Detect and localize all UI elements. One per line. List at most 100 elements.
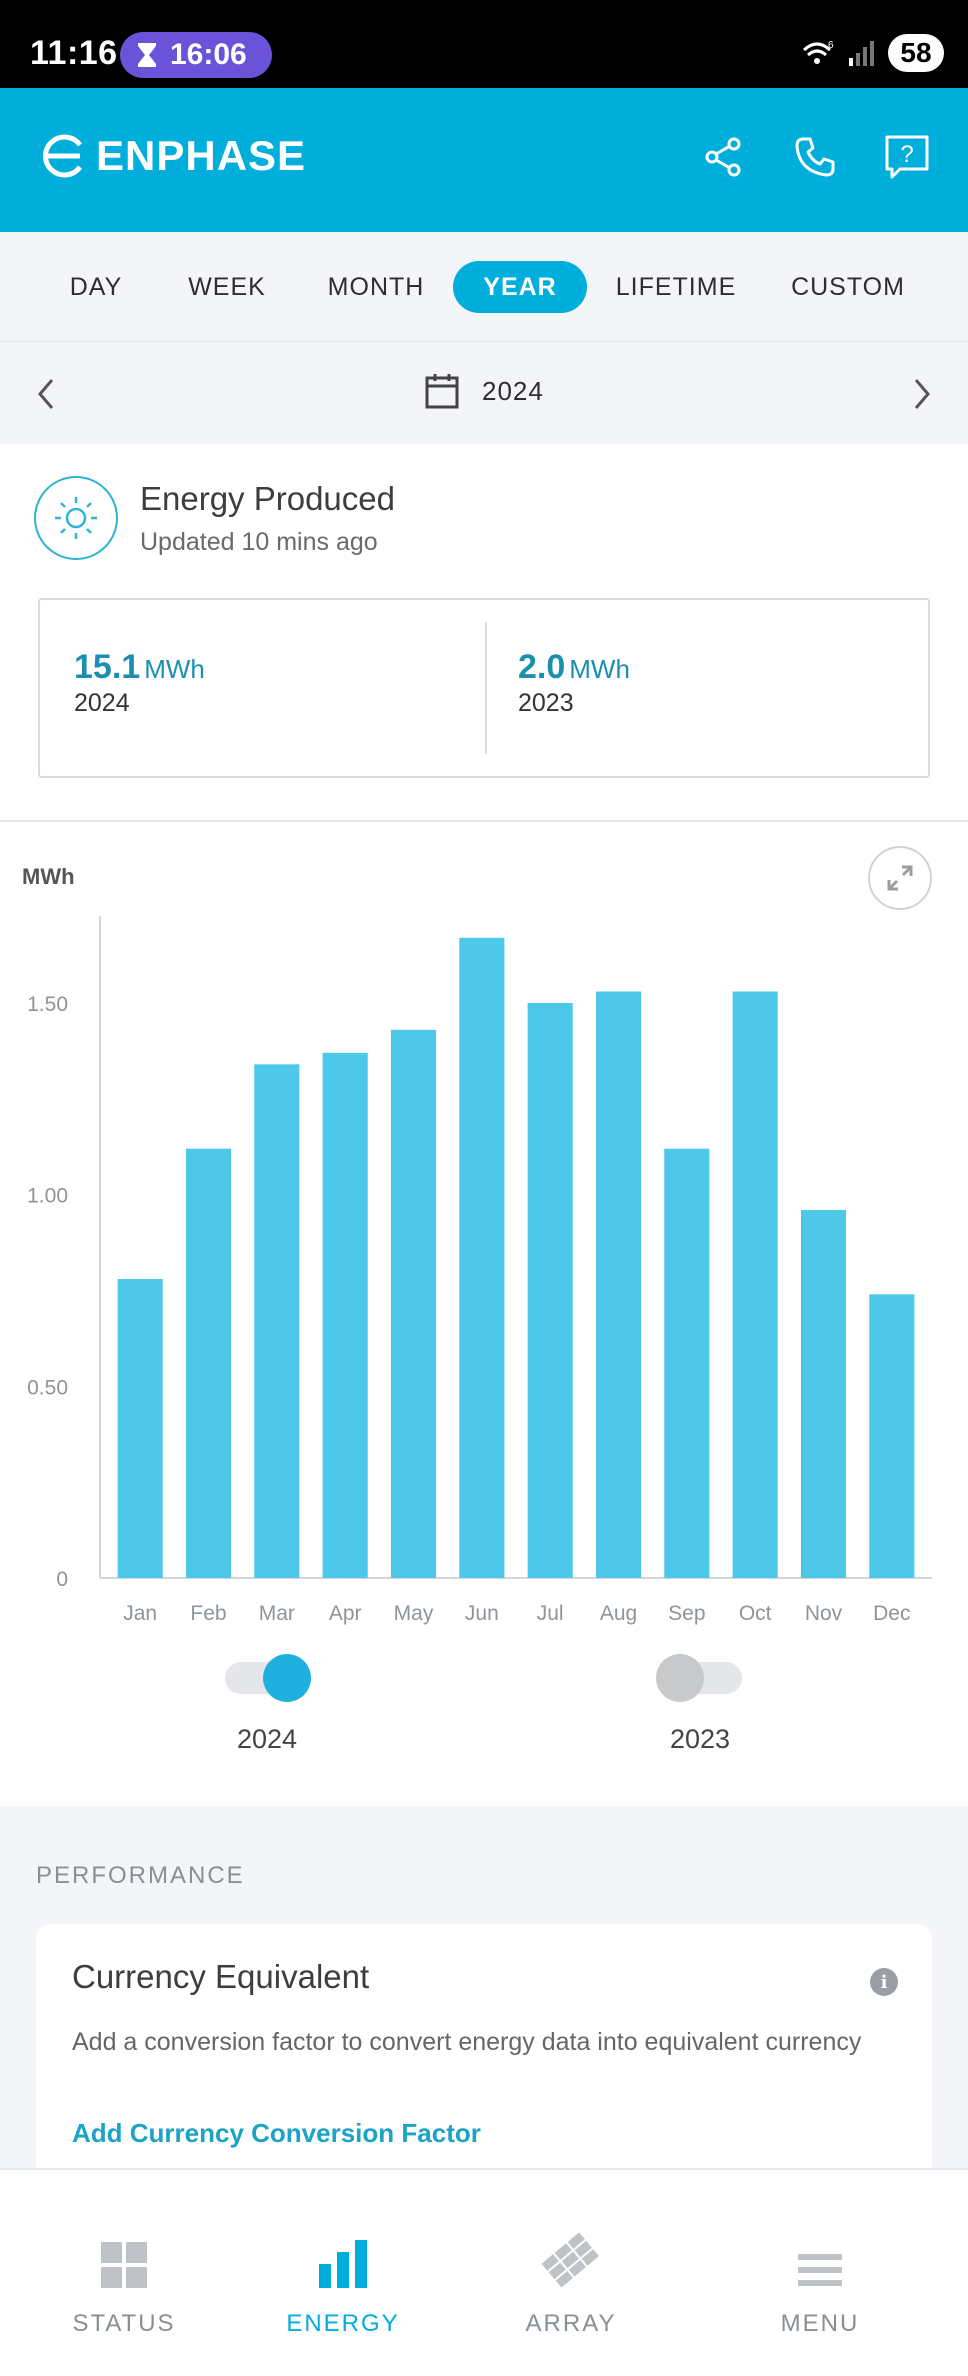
bar-aug (595, 991, 642, 1578)
monthly-energy-chart-section: MWh 0 0.50 1.00 1.50 Jan Feb Mar Apr May Jun Jul A… (0, 822, 968, 1806)
status-time: 11:16 (30, 34, 118, 72)
sun-icon (55, 497, 97, 539)
add-currency-conversion-link[interactable]: Add Currency Conversion Factor (72, 2118, 481, 2148)
enphase-logo-mark-icon (43, 134, 83, 178)
energy-produced-section: Energy Produced Updated 10 mins ago 15.1… (0, 444, 968, 822)
cell-signal-icon (849, 41, 874, 66)
current-total-unit: MWh (144, 654, 205, 684)
x-tick-label: May (394, 1602, 434, 1625)
y-tick-label: 0 (56, 1568, 68, 1591)
period-tabs: DAY WEEK MONTH YEAR LIFETIME CUSTOM (0, 232, 968, 342)
energy-bars-icon (319, 2240, 367, 2288)
nav-energy-label: ENERGY (286, 2310, 400, 2337)
call-button[interactable] (788, 130, 842, 184)
toggle-label-2023: 2023 (669, 1724, 731, 1754)
nav-array[interactable]: ARRAY (491, 2230, 651, 2338)
x-tick-label: Aug (600, 1602, 637, 1625)
expand-chart-button[interactable] (868, 846, 932, 910)
currency-equivalent-description: Add a conversion factor to convert energ… (72, 2028, 862, 2056)
bar-oct (732, 991, 778, 1578)
totals-divider (485, 622, 487, 754)
current-total-value: 15.1 (74, 648, 141, 686)
x-tick-label: Apr (329, 1602, 362, 1625)
selected-year: 2024 (482, 375, 544, 406)
previous-year-total: 2.0 MWh 2023 (518, 648, 630, 718)
date-navigator: 2024 (0, 342, 968, 444)
y-axis-unit-label: MWh (22, 864, 75, 889)
toggle-track (225, 1654, 311, 1702)
toggle-knob (656, 1654, 704, 1702)
array-panels-icon (541, 2232, 600, 2288)
x-tick-label: Mar (259, 1602, 295, 1625)
bar-jun (459, 937, 505, 1578)
bar-mar (254, 1064, 300, 1578)
bar-sep (664, 1148, 710, 1578)
status-bar: 11:16 16:06 6 58 (0, 0, 968, 88)
bar-jul (527, 1003, 573, 1578)
hourglass-icon (138, 43, 156, 67)
currency-equivalent-card: Currency Equivalent i Add a conversion f… (36, 1924, 932, 2184)
timer-text: 16:06 (170, 38, 247, 71)
next-period-button[interactable] (900, 372, 940, 416)
current-year-total: 15.1 MWh 2024 (74, 648, 205, 718)
share-button[interactable] (696, 130, 750, 184)
toggle-knob (263, 1654, 311, 1702)
chevron-right-icon (914, 379, 930, 409)
help-icon: ? (885, 135, 929, 179)
nav-status-label: STATUS (72, 2310, 176, 2337)
chevron-left-icon (38, 379, 54, 409)
previous-period-button[interactable] (28, 372, 68, 416)
bottom-navigation: STATUS ENERGY (0, 2168, 968, 2376)
performance-heading: PERFORMANCE (36, 1862, 245, 1889)
expand-icon (887, 865, 913, 891)
bar-feb (185, 1148, 232, 1578)
nav-menu-label: MENU (780, 2310, 860, 2337)
current-total-year: 2024 (74, 689, 130, 717)
brand-name: ENPHASE (96, 132, 307, 179)
nav-status[interactable]: STATUS (44, 2230, 204, 2338)
status-grid-icon (101, 2242, 147, 2288)
menu-lines-icon (798, 2254, 842, 2286)
performance-section: PERFORMANCE Currency Equivalent i Add a … (0, 1806, 968, 2184)
bar-nov (800, 1210, 847, 1578)
series-toggle-2024[interactable]: 2024 (207, 1654, 327, 1755)
date-picker[interactable]: 2024 (424, 372, 544, 410)
calendar-icon (425, 374, 459, 409)
nav-array-label: ARRAY (525, 2310, 617, 2337)
tab-year[interactable]: YEAR (453, 261, 587, 313)
tab-day[interactable]: DAY (69, 273, 123, 301)
nav-energy[interactable]: ENERGY (263, 2230, 423, 2338)
energy-totals-box: 15.1 MWh 2024 2.0 MWh 2023 (38, 598, 930, 778)
x-tick-label: Dec (873, 1602, 910, 1625)
previous-total-year: 2023 (518, 689, 574, 717)
bar-jan (117, 1279, 163, 1578)
x-tick-label: Jul (537, 1602, 564, 1625)
wifi-icon: 6 (802, 40, 834, 64)
info-icon[interactable]: i (870, 1968, 898, 1996)
wifi-generation-label: 6 (828, 40, 834, 51)
toggle-label-2024: 2024 (236, 1724, 298, 1754)
tab-week[interactable]: WEEK (188, 273, 266, 301)
last-updated-text: Updated 10 mins ago (140, 528, 378, 556)
tab-custom[interactable]: CUSTOM (791, 273, 905, 301)
x-tick-label: Sep (668, 1602, 705, 1625)
series-toggle-2023[interactable]: 2023 (640, 1654, 760, 1755)
nav-menu[interactable]: MENU (740, 2230, 900, 2338)
bar-may (390, 1029, 437, 1578)
x-tick-label: Jan (123, 1602, 157, 1625)
previous-total-value: 2.0 (518, 648, 566, 686)
tab-month[interactable]: MONTH (327, 273, 425, 301)
tab-lifetime[interactable]: LIFETIME (615, 273, 737, 301)
y-tick-label: 1.50 (27, 993, 68, 1016)
y-tick-label: 1.00 (27, 1185, 68, 1208)
bar-apr (322, 1052, 368, 1578)
x-tick-label: Jun (465, 1602, 499, 1625)
phone-icon (795, 137, 835, 177)
header-actions: ? (696, 130, 934, 184)
energy-produced-title: Energy Produced (140, 480, 395, 517)
share-icon (705, 137, 741, 177)
toggle-track (656, 1654, 742, 1702)
currency-equivalent-title: Currency Equivalent (72, 1958, 370, 1995)
help-button[interactable]: ? (880, 130, 934, 184)
previous-total-unit: MWh (569, 654, 630, 684)
